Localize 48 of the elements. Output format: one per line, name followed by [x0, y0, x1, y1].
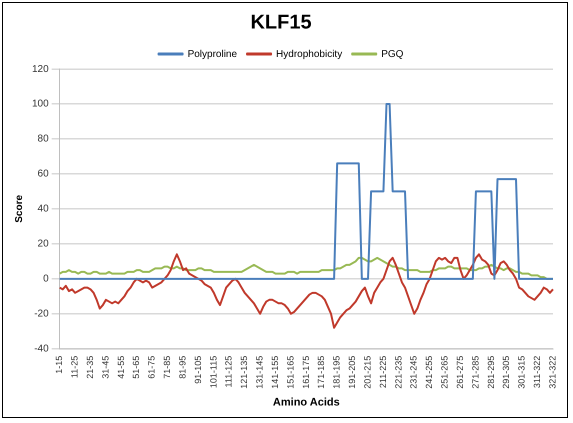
x-tick-label: 191-205: [347, 356, 358, 389]
y-tick-label: 60: [38, 168, 50, 180]
x-tick-label: 271-285: [470, 356, 480, 389]
y-tick-label: -20: [34, 308, 50, 320]
x-tick-label: 161-175: [300, 356, 311, 389]
x-tick-label: 171-185: [316, 356, 326, 389]
legend-label: Polyproline: [188, 48, 238, 60]
x-tick-label: 121-135: [239, 356, 250, 389]
legend-label: PGQ: [381, 48, 404, 60]
x-tick-label: 71-85: [162, 356, 172, 379]
x-tick-label: 21-35: [85, 356, 95, 379]
x-tick-label: 131-145: [254, 356, 265, 389]
chart-title: KLF15: [250, 12, 312, 34]
y-tick-label: 80: [38, 134, 50, 145]
x-tick-label: 311-322: [532, 356, 542, 388]
x-tick-label: 281-295: [486, 356, 496, 389]
x-tick-label: 91-105: [192, 356, 203, 384]
x-tick-label: 201-215: [362, 356, 372, 389]
y-tick-label: 20: [38, 238, 50, 250]
y-tick-label: 40: [38, 204, 50, 215]
x-tick-label: 11-25: [70, 356, 80, 378]
x-tick-label: 141-155: [270, 356, 280, 389]
x-tick-label: 1-15: [54, 356, 64, 374]
x-tick-label: 31-45: [100, 356, 110, 379]
x-tick-label: 51-65: [131, 356, 142, 379]
y-tick-label: 120: [32, 64, 50, 75]
x-tick-label: 321-322: [547, 356, 558, 389]
x-tick-label: 111-125: [224, 356, 234, 388]
x-tick-label: 241-255: [424, 356, 434, 389]
x-tick-label: 301-315: [516, 356, 527, 389]
y-tick-label: 100: [32, 98, 50, 110]
x-tick-label: 41-55: [116, 356, 126, 379]
y-tick-label: 0: [43, 274, 50, 285]
x-tick-label: 61-75: [146, 356, 157, 379]
x-tick-label: 101-115: [208, 356, 218, 388]
y-axis-title: Score: [14, 194, 25, 223]
x-tick-label: 221-235: [393, 356, 404, 389]
x-tick-label: 211-225: [378, 356, 388, 388]
legend-label: Hydrophobicity: [276, 48, 342, 60]
x-tick-label: 261-275: [454, 356, 465, 389]
x-tick-label: 181-195: [332, 356, 342, 389]
y-tick-label: -40: [34, 344, 50, 355]
x-tick-label: 231-245: [408, 356, 419, 389]
x-axis-title: Amino Acids: [272, 396, 340, 408]
x-tick-label: 81-95: [178, 356, 188, 379]
x-tick-label: 251-265: [440, 356, 450, 389]
x-tick-label: 291-305: [501, 356, 512, 389]
x-tick-label: 151-165: [285, 356, 296, 389]
